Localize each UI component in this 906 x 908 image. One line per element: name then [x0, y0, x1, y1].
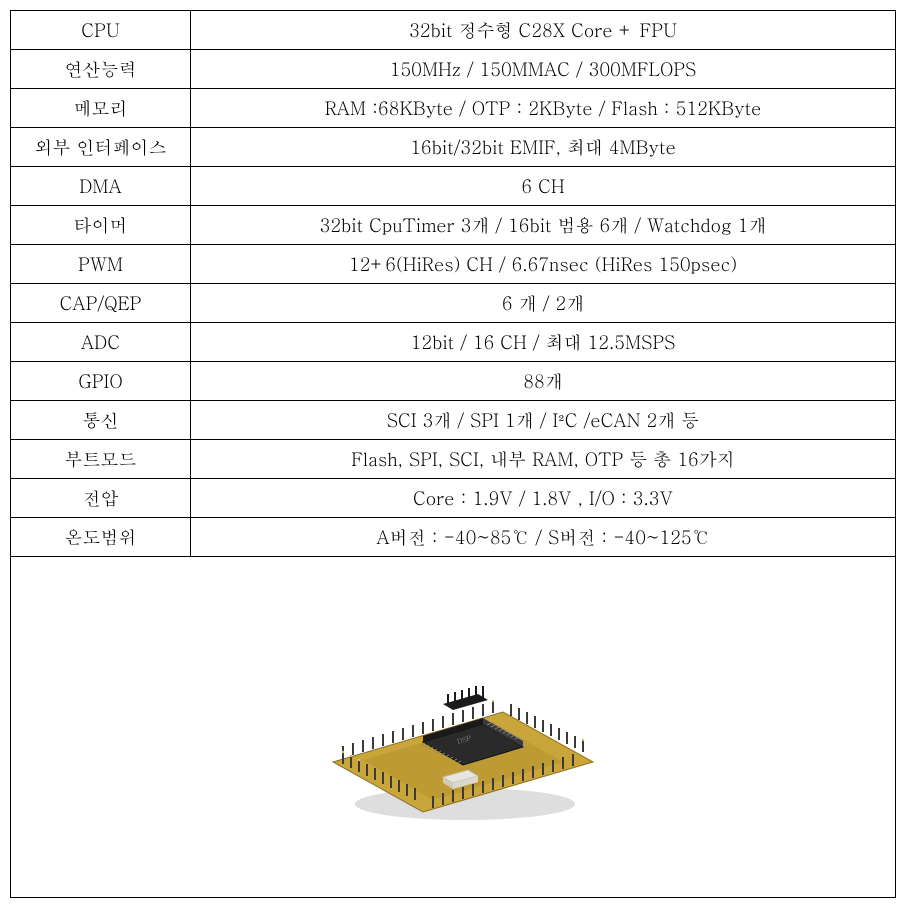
row-value: 16bit/32bit EMIF, 최대 4MByte	[191, 128, 896, 167]
row-value: 32bit CpuTimer 3개 / 16bit 범용 6개 / Watchd…	[191, 206, 896, 245]
board-image-cell: DSP	[11, 557, 896, 898]
row-label: 전압	[11, 479, 191, 518]
row-label: CAP/QEP	[11, 284, 191, 323]
table-row: CAP/QEP 6 개 / 2개	[11, 284, 896, 323]
row-label: 외부 인터페이스	[11, 128, 191, 167]
table-row: GPIO 88개	[11, 362, 896, 401]
row-label: 통신	[11, 401, 191, 440]
table-row: 부트모드 Flash, SPI, SCI, 내부 RAM, OTP 등 총 16…	[11, 440, 896, 479]
row-value: SCI 3개 / SPI 1개 / I²C /eCAN 2개 등	[191, 401, 896, 440]
row-label: 메모리	[11, 89, 191, 128]
row-value: A버전 : -40~85℃ / S버전 : -40~125℃	[191, 518, 896, 557]
row-value: 6 CH	[191, 167, 896, 206]
table-row: 온도범위 A버전 : -40~85℃ / S버전 : -40~125℃	[11, 518, 896, 557]
spec-table: CPU 32bit 정수형 C28X Core + FPU 연산능력 150MH…	[10, 10, 896, 898]
table-row: 외부 인터페이스 16bit/32bit EMIF, 최대 4MByte	[11, 128, 896, 167]
row-label: 온도범위	[11, 518, 191, 557]
row-value: Core : 1.9V / 1.8V , I/O : 3.3V	[191, 479, 896, 518]
table-row: 타이머 32bit CpuTimer 3개 / 16bit 범용 6개 / Wa…	[11, 206, 896, 245]
row-value: RAM :68KByte / OTP : 2KByte / Flash : 51…	[191, 89, 896, 128]
table-row: CPU 32bit 정수형 C28X Core + FPU	[11, 11, 896, 50]
table-row: ADC 12bit / 16 CH / 최대 12.5MSPS	[11, 323, 896, 362]
row-label: ADC	[11, 323, 191, 362]
row-label: DMA	[11, 167, 191, 206]
table-row: 연산능력 150MHz / 150MMAC / 300MFLOPS	[11, 50, 896, 89]
row-value: 12+6(HiRes) CH / 6.67nsec (HiRes 150psec…	[191, 245, 896, 284]
row-label: 부트모드	[11, 440, 191, 479]
row-label: 연산능력	[11, 50, 191, 89]
row-label: GPIO	[11, 362, 191, 401]
row-label: CPU	[11, 11, 191, 50]
table-row: PWM 12+6(HiRes) CH / 6.67nsec (HiRes 150…	[11, 245, 896, 284]
row-value: 150MHz / 150MMAC / 300MFLOPS	[191, 50, 896, 89]
row-value: 32bit 정수형 C28X Core + FPU	[191, 11, 896, 50]
row-label: PWM	[11, 245, 191, 284]
table-row: 메모리 RAM :68KByte / OTP : 2KByte / Flash …	[11, 89, 896, 128]
board-illustration: DSP	[293, 612, 613, 842]
row-value: 6 개 / 2개	[191, 284, 896, 323]
table-row: 전압 Core : 1.9V / 1.8V , I/O : 3.3V	[11, 479, 896, 518]
table-row: 통신 SCI 3개 / SPI 1개 / I²C /eCAN 2개 등	[11, 401, 896, 440]
row-value: Flash, SPI, SCI, 내부 RAM, OTP 등 총 16가지	[191, 440, 896, 479]
row-value: 88개	[191, 362, 896, 401]
image-row: DSP	[11, 557, 896, 898]
row-value: 12bit / 16 CH / 최대 12.5MSPS	[191, 323, 896, 362]
row-label: 타이머	[11, 206, 191, 245]
table-row: DMA 6 CH	[11, 167, 896, 206]
